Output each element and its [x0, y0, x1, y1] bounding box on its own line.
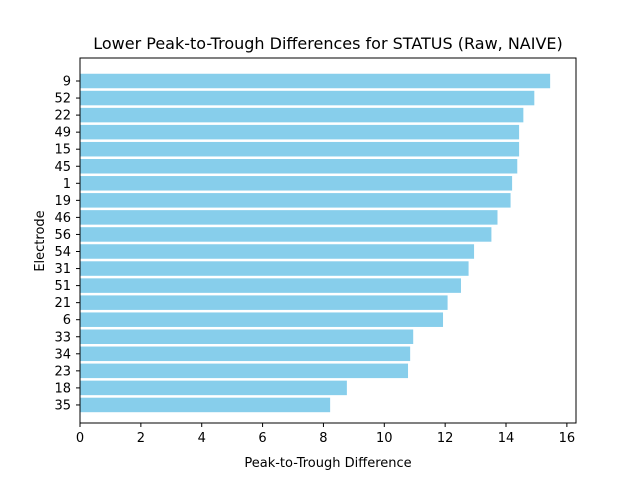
y-tick-label: 46	[54, 211, 71, 226]
y-tick-label: 56	[54, 228, 71, 243]
bar-34	[80, 346, 411, 362]
y-tick-label: 52	[54, 92, 71, 107]
bar-23	[80, 363, 409, 379]
y-tick-label: 35	[54, 398, 71, 413]
y-tick-label: 18	[54, 381, 71, 396]
y-tick-label: 1	[63, 177, 71, 192]
bars-group	[80, 73, 551, 413]
x-axis-label: Peak-to-Trough Difference	[244, 456, 411, 471]
bar-31	[80, 261, 469, 276]
y-tick-label: 34	[54, 347, 71, 362]
bar-33	[80, 329, 414, 344]
x-tick-label: 14	[498, 431, 515, 446]
y-tick-label: 21	[54, 296, 71, 311]
x-tick-label: 12	[437, 431, 454, 446]
y-tick-label: 51	[54, 279, 71, 294]
axes-frame	[79, 57, 577, 424]
bar-9	[80, 73, 551, 89]
bar-1	[80, 176, 513, 191]
x-tick-label: 16	[559, 431, 576, 446]
y-ticks-group: 9 52 22 49 15 45 1 19 46 56 54 31 51 21 6 33 34 23 18 35	[54, 75, 80, 413]
bar-15	[80, 141, 520, 157]
y-tick-label: 33	[54, 330, 71, 345]
y-tick-label: 19	[54, 194, 71, 209]
y-tick-label: 15	[54, 143, 71, 158]
bar-18	[80, 380, 347, 396]
y-tick-label: 54	[54, 245, 71, 260]
chart-title: Lower Peak-to-Trough Differences for STA…	[93, 34, 563, 53]
bar-6	[80, 312, 444, 327]
bar-56	[80, 227, 492, 242]
x-tick-label: 2	[137, 431, 145, 446]
bar-21	[80, 295, 448, 310]
bar-46	[80, 210, 498, 225]
x-tick-label: 10	[376, 431, 393, 446]
y-tick-label: 49	[54, 126, 71, 141]
bar-19	[80, 193, 511, 208]
bar-51	[80, 278, 461, 293]
bar-22	[80, 107, 524, 123]
y-tick-label: 31	[54, 262, 71, 277]
x-tick-label: 4	[198, 431, 206, 446]
x-tick-label: 0	[76, 431, 84, 446]
bar-45	[80, 159, 518, 174]
x-tick-label: 8	[319, 431, 327, 446]
bar-35	[80, 397, 331, 413]
bar-54	[80, 244, 475, 259]
y-tick-label: 23	[54, 364, 71, 379]
x-ticks-group: 0 2 4 6 8 10 12 14 16	[76, 423, 575, 446]
y-tick-label: 22	[54, 109, 71, 124]
y-tick-label: 9	[63, 75, 71, 90]
y-tick-label: 45	[54, 160, 71, 175]
bar-49	[80, 124, 520, 140]
x-tick-label: 6	[258, 431, 266, 446]
y-tick-label: 6	[63, 313, 71, 328]
bar-52	[80, 90, 535, 106]
y-axis-label: Electrode	[33, 210, 48, 271]
